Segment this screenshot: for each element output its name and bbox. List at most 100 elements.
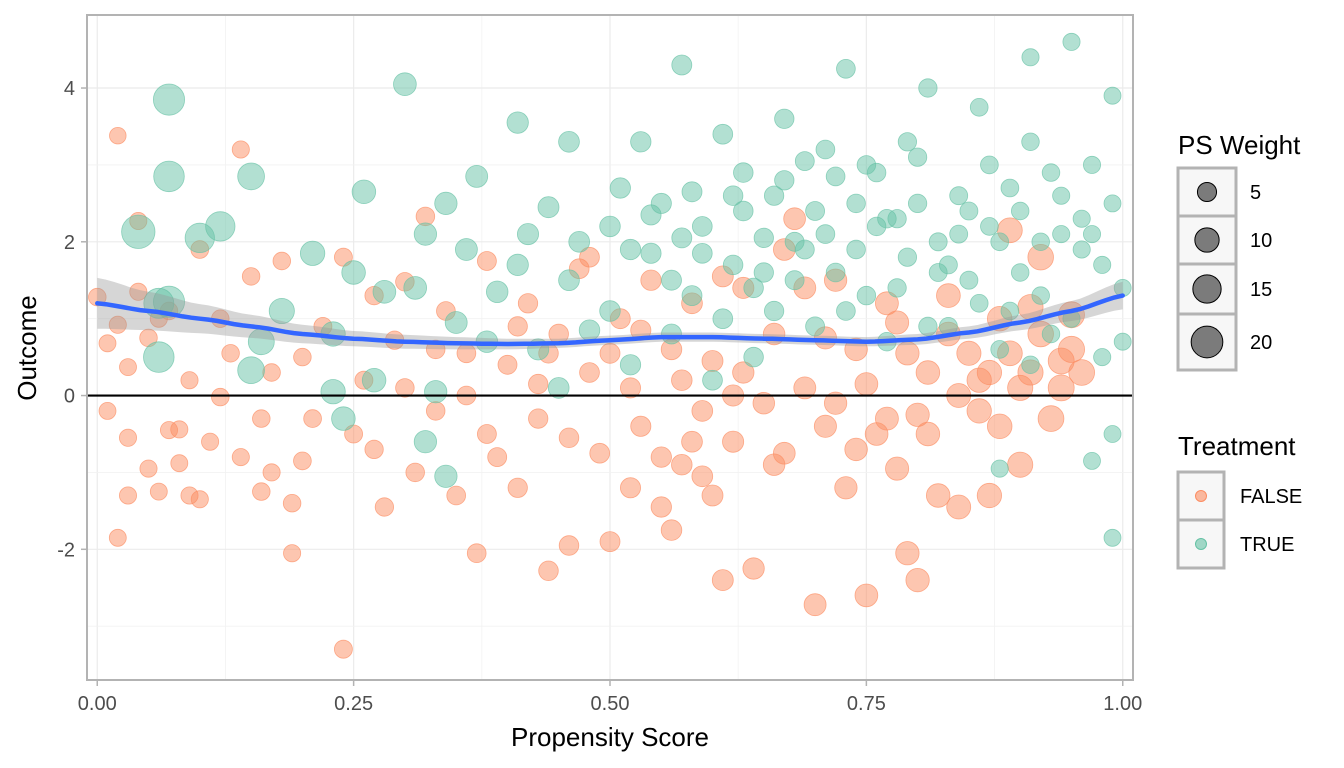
point-false xyxy=(701,350,724,372)
point-false xyxy=(844,437,868,462)
size-legend-label: 15 xyxy=(1250,279,1272,301)
point-false xyxy=(783,207,806,231)
point-false xyxy=(1058,335,1086,363)
point-true xyxy=(640,242,662,264)
size-legend-label: 20 xyxy=(1250,332,1272,354)
color-legend-label: FALSE xyxy=(1240,486,1302,508)
point-true xyxy=(361,368,387,393)
point-true xyxy=(681,181,703,203)
point-false xyxy=(854,372,879,396)
point-true xyxy=(331,406,356,431)
point-true xyxy=(1021,48,1040,67)
x-tick-label: 0.50 xyxy=(591,693,630,715)
x-tick-label: 0.00 xyxy=(78,693,117,715)
point-true xyxy=(1103,425,1122,443)
point-false xyxy=(915,421,941,447)
point-false xyxy=(915,360,941,385)
point-true xyxy=(753,262,774,283)
point-true xyxy=(825,166,846,187)
point-false xyxy=(159,421,178,440)
size-legend-label: 10 xyxy=(1250,230,1272,252)
color-legend-key xyxy=(1176,518,1226,570)
point-true xyxy=(1011,263,1030,282)
point-true xyxy=(1041,324,1061,344)
point-false xyxy=(395,378,415,398)
point-true xyxy=(856,285,877,306)
point-true xyxy=(815,224,836,244)
point-false xyxy=(252,482,271,501)
point-true xyxy=(887,278,907,298)
point-true xyxy=(1093,255,1112,274)
point-false xyxy=(446,485,467,506)
point-false xyxy=(231,140,250,159)
point-false xyxy=(875,406,899,431)
point-true xyxy=(403,276,428,300)
point-true xyxy=(1083,451,1101,470)
point-false xyxy=(119,486,138,505)
point-false xyxy=(926,483,951,508)
point-false xyxy=(333,639,353,659)
color-legend-symbol xyxy=(1195,538,1207,550)
point-true xyxy=(681,285,703,307)
point-true xyxy=(619,354,642,376)
point-false xyxy=(293,451,312,471)
size-legend-symbol xyxy=(1194,227,1220,253)
point-true xyxy=(609,177,631,199)
point-false xyxy=(497,354,518,375)
point-false xyxy=(579,246,600,268)
smooth-line xyxy=(95,293,1125,347)
point-false xyxy=(671,454,693,476)
point-true xyxy=(722,185,744,206)
point-true xyxy=(1103,194,1122,213)
point-true xyxy=(506,253,529,276)
point-true xyxy=(671,54,693,76)
point-true xyxy=(465,164,489,188)
point-true xyxy=(733,200,754,222)
point-true xyxy=(341,260,366,285)
point-true xyxy=(1011,201,1030,221)
point-true xyxy=(121,214,156,249)
point-true xyxy=(299,240,326,266)
point-true xyxy=(1052,225,1071,244)
point-true xyxy=(794,151,815,172)
point-true xyxy=(619,238,642,261)
point-false xyxy=(558,535,580,556)
point-true xyxy=(143,341,175,373)
point-false xyxy=(660,519,683,541)
point-false xyxy=(620,377,642,399)
point-true xyxy=(836,301,856,321)
point-false xyxy=(108,528,127,547)
point-true xyxy=(846,193,866,214)
point-true xyxy=(1113,332,1132,351)
point-true xyxy=(268,297,295,324)
point-false xyxy=(885,456,910,481)
point-false xyxy=(374,497,394,517)
size-legend: 5 10 15 20 xyxy=(1176,166,1272,372)
point-false xyxy=(364,439,384,459)
point-true xyxy=(980,155,999,175)
point-true xyxy=(743,346,764,368)
point-false xyxy=(722,430,745,453)
point-true xyxy=(774,170,795,191)
point-false xyxy=(231,448,250,467)
point-true xyxy=(784,270,805,291)
point-true xyxy=(691,216,713,237)
point-true xyxy=(661,269,682,291)
point-false xyxy=(293,347,312,367)
point-false xyxy=(476,424,497,444)
point-true xyxy=(393,72,417,96)
point-true xyxy=(1072,240,1091,259)
point-false xyxy=(895,541,920,566)
smooth-curve xyxy=(95,277,1125,350)
point-false xyxy=(579,362,600,383)
y-tick-label: 4 xyxy=(64,78,75,100)
point-false xyxy=(98,401,117,420)
point-true xyxy=(743,277,764,299)
point-false xyxy=(936,283,961,308)
point-false xyxy=(1047,374,1075,402)
point-true xyxy=(1103,86,1122,105)
point-false xyxy=(956,340,982,366)
x-tick-label: 0.25 xyxy=(334,693,373,715)
point-false xyxy=(691,400,714,422)
point-true xyxy=(237,162,265,191)
